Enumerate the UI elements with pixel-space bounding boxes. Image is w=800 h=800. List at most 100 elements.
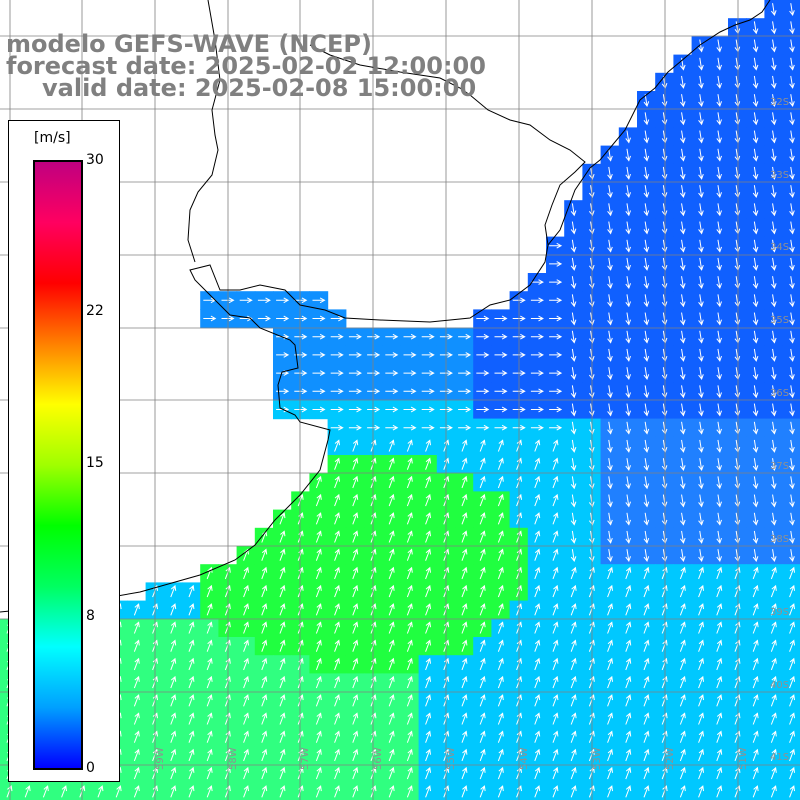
wind-arrow <box>312 333 326 340</box>
wind-arrow <box>625 367 631 381</box>
wind-arrow <box>643 330 650 344</box>
wind-arrow <box>461 493 468 507</box>
wind-arrow <box>570 584 577 598</box>
wind-arrow <box>279 639 286 652</box>
wind-arrow <box>679 785 686 798</box>
wind-arrow <box>403 352 417 358</box>
wind-arrow <box>388 439 395 452</box>
wind-arrow <box>261 766 268 780</box>
wind-arrow <box>497 457 504 470</box>
wind-arrow <box>261 639 268 652</box>
wind-arrow <box>315 785 322 798</box>
wind-arrow <box>770 657 777 671</box>
wind-arrow <box>643 148 650 162</box>
wind-arrow <box>552 766 559 780</box>
wind-arrow <box>679 566 686 580</box>
wind-arrow <box>497 603 504 616</box>
wind-arrow <box>243 657 250 671</box>
wind-arrow <box>497 439 504 452</box>
wind-arrow <box>224 566 231 580</box>
wind-arrow <box>752 257 759 271</box>
wind-arrow <box>770 712 777 725</box>
wind-arrow <box>698 257 704 271</box>
wind-arrow <box>679 584 686 598</box>
wind-arrow <box>406 457 413 470</box>
wind-arrow <box>570 675 577 689</box>
wind-arrow <box>352 748 359 762</box>
wind-arrow <box>388 621 395 634</box>
wind-arrow <box>188 639 195 652</box>
wind-arrow <box>789 584 796 598</box>
wind-arrow <box>588 730 595 743</box>
wind-arrow <box>315 530 322 543</box>
wind-arrow <box>334 603 341 616</box>
wind-arrow <box>352 730 359 743</box>
wind-arrow <box>425 730 432 743</box>
wind-arrow <box>625 148 631 162</box>
wind-arrow <box>279 584 286 598</box>
wind-arrow <box>330 315 344 322</box>
wind-arrow <box>752 203 759 217</box>
wind-arrow <box>698 148 704 162</box>
wind-arrow <box>188 621 195 634</box>
wind-arrow <box>698 367 704 381</box>
wind-arrow <box>752 748 759 762</box>
wind-arrow <box>479 584 486 598</box>
wind-arrow <box>752 403 759 417</box>
wind-arrow <box>607 312 613 326</box>
wind-arrow <box>770 439 777 453</box>
wind-arrow <box>716 276 722 290</box>
longitude-label: 54W <box>519 747 530 770</box>
wind-arrow <box>388 639 395 652</box>
wind-arrow <box>752 785 759 798</box>
wind-arrow <box>643 603 650 616</box>
wind-arrow <box>494 352 508 358</box>
wind-arrow <box>279 730 286 743</box>
wind-arrow <box>716 476 722 490</box>
wind-arrow <box>425 621 432 634</box>
wind-arrow <box>224 730 231 743</box>
wind-arrow <box>534 730 541 743</box>
wind-arrow <box>643 549 650 563</box>
wind-arrow <box>570 421 577 435</box>
wind-arrow <box>334 584 341 598</box>
wind-arrow <box>257 297 271 304</box>
wind-arrow <box>734 621 741 634</box>
wind-arrow <box>534 566 541 580</box>
wind-arrow <box>570 639 577 652</box>
wind-arrow <box>406 493 413 507</box>
wind-arrow <box>588 748 595 762</box>
wind-arrow <box>458 388 472 395</box>
wind-arrow <box>698 421 704 435</box>
wind-arrow <box>770 185 777 199</box>
wind-arrow <box>406 675 413 689</box>
wind-arrow <box>734 603 741 616</box>
wind-arrow <box>625 748 632 762</box>
wind-arrow <box>607 512 613 526</box>
wind-arrow <box>315 657 322 671</box>
wind-arrow <box>334 657 341 671</box>
wind-arrow <box>789 476 795 490</box>
wind-arrow <box>534 493 541 507</box>
wind-arrow <box>61 785 68 798</box>
wind-arrow <box>497 493 504 507</box>
wind-arrow <box>425 584 432 598</box>
wind-arrow <box>716 112 722 126</box>
wind-arrow <box>625 166 631 180</box>
wind-arrow <box>625 657 632 671</box>
wind-arrow <box>334 457 341 470</box>
wind-arrow <box>789 148 795 162</box>
wind-arrow <box>479 493 486 507</box>
wind-arrow <box>588 766 595 780</box>
wind-arrow <box>770 148 777 162</box>
wind-arrow <box>698 476 704 490</box>
wind-arrow <box>770 530 777 544</box>
wind-arrow <box>479 457 486 470</box>
wind-arrow <box>716 530 722 544</box>
wind-arrow <box>224 603 231 616</box>
wind-arrow <box>770 203 777 217</box>
wind-arrow <box>461 785 468 798</box>
wind-arrow <box>188 785 195 798</box>
wind-arrow <box>479 621 486 634</box>
